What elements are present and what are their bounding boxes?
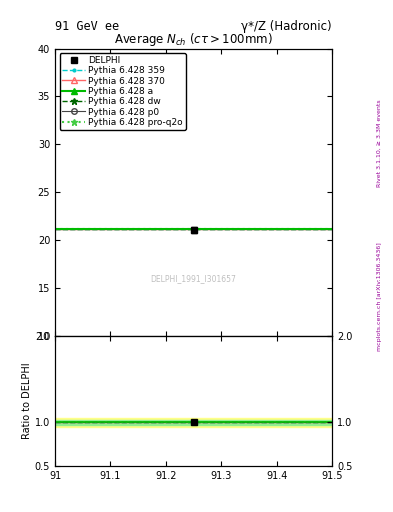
Text: 91 GeV ee: 91 GeV ee [55, 20, 119, 33]
Text: mcplots.cern.ch [arXiv:1306.3436]: mcplots.cern.ch [arXiv:1306.3436] [377, 243, 382, 351]
Title: Average $N_{ch}$ ($c\tau > 100$mm): Average $N_{ch}$ ($c\tau > 100$mm) [114, 31, 273, 48]
Legend: DELPHI, Pythia 6.428 359, Pythia 6.428 370, Pythia 6.428 a, Pythia 6.428 dw, Pyt: DELPHI, Pythia 6.428 359, Pythia 6.428 3… [59, 53, 186, 130]
Text: Rivet 3.1.10, ≥ 3.3M events: Rivet 3.1.10, ≥ 3.3M events [377, 99, 382, 187]
Text: γ*/Z (Hadronic): γ*/Z (Hadronic) [241, 20, 332, 33]
Bar [55, 418, 332, 427]
Bar [55, 420, 332, 424]
Y-axis label: Ratio to DELPHI: Ratio to DELPHI [22, 362, 32, 439]
Text: DELPHI_1991_I301657: DELPHI_1991_I301657 [151, 273, 237, 283]
